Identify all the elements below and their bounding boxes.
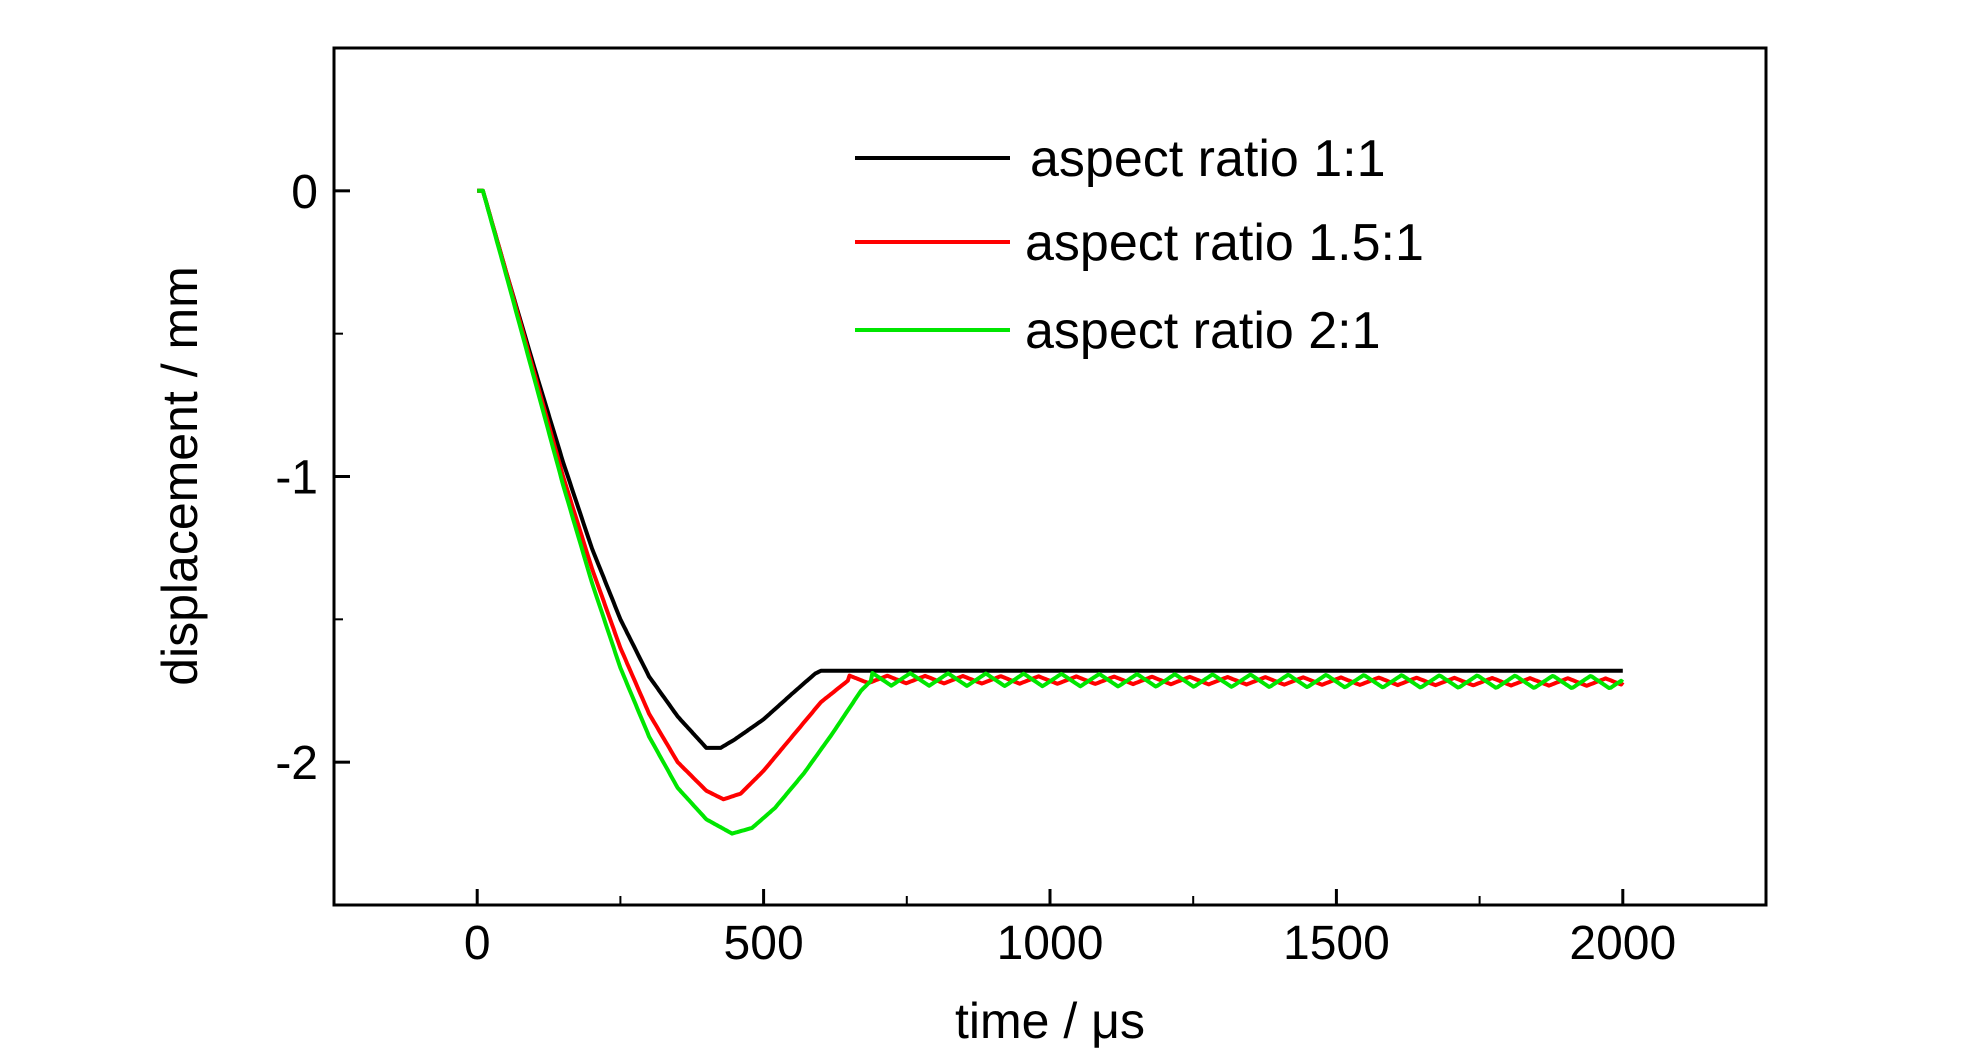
series-lines xyxy=(477,188,1625,836)
y-axis-ticks: 0 -1 -2 xyxy=(275,166,350,790)
x-tick-label: 0 xyxy=(464,917,491,970)
series-line-1 xyxy=(477,188,1624,750)
legend: aspect ratio 1:1 aspect ratio 1.5:1 aspe… xyxy=(855,130,1424,360)
y-tick-label: -1 xyxy=(275,452,318,505)
legend-label-2: aspect ratio 1.5:1 xyxy=(1025,214,1424,272)
x-tick-label: 1000 xyxy=(997,917,1104,970)
y-tick-label: -2 xyxy=(275,737,318,790)
x-tick-label: 500 xyxy=(724,917,804,970)
x-axis-title: time / μs xyxy=(955,993,1145,1049)
legend-label-1: aspect ratio 1:1 xyxy=(1030,130,1386,188)
y-tick-label: 0 xyxy=(291,166,318,219)
x-tick-label: 1500 xyxy=(1283,917,1390,970)
x-axis-ticks: 0 500 1000 1500 2000 xyxy=(464,889,1676,970)
x-tick-label: 2000 xyxy=(1569,917,1676,970)
y-axis-title: displacement / mm xyxy=(152,266,208,686)
series-line-2 xyxy=(477,188,1625,802)
legend-label-3: aspect ratio 2:1 xyxy=(1025,302,1381,360)
series-line-3 xyxy=(477,188,1625,836)
